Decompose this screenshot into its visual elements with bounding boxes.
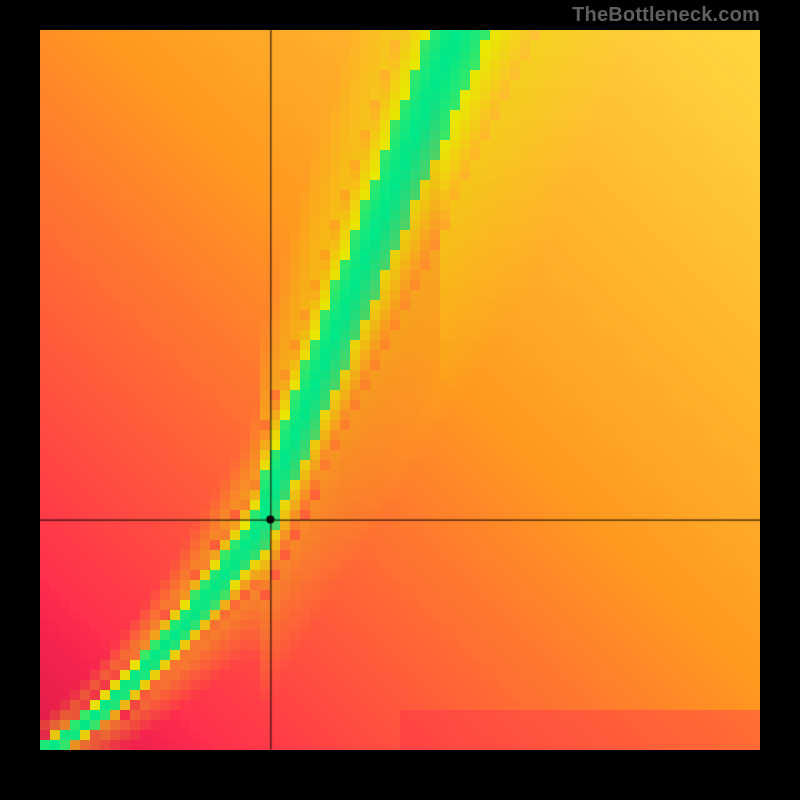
- crosshair-overlay: [40, 30, 760, 750]
- bottleneck-heatmap: [40, 30, 760, 750]
- watermark-text: TheBottleneck.com: [572, 4, 760, 27]
